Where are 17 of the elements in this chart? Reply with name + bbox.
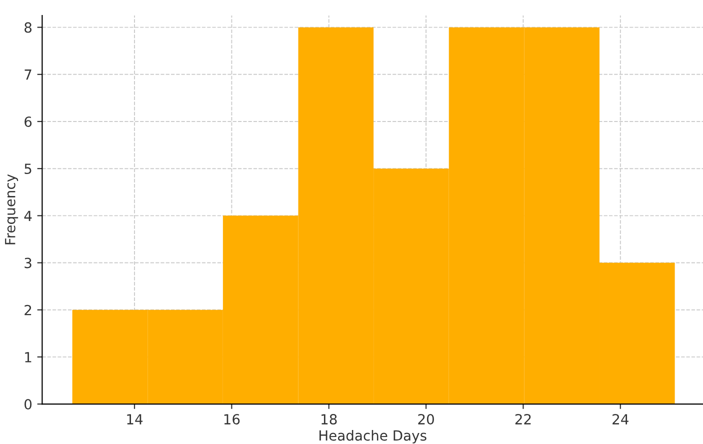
- y-tick-label: 4: [24, 210, 32, 221]
- x-axis-title: Headache Days: [320, 430, 426, 444]
- y-tick-label: 7: [24, 70, 32, 80]
- y-axis-title: Frequency: [5, 174, 18, 244]
- y-tick-label: 8: [24, 22, 32, 33]
- x-tick-label: 22: [515, 414, 531, 424]
- x-tick-label: 24: [612, 414, 628, 424]
- x-tick-label: 14: [127, 414, 143, 424]
- y-tick-label: 0: [24, 399, 32, 410]
- y-tick-label: 5: [24, 164, 32, 174]
- y-tick-label: 2: [24, 304, 32, 316]
- y-tick-label: 3: [24, 258, 32, 268]
- x-tick-label: 16: [224, 414, 240, 425]
- x-tick-label: 20: [418, 414, 434, 425]
- y-tick-label: 1: [25, 352, 32, 362]
- y-tick-label: 6: [24, 116, 32, 127]
- x-tick-label: 18: [322, 414, 337, 425]
